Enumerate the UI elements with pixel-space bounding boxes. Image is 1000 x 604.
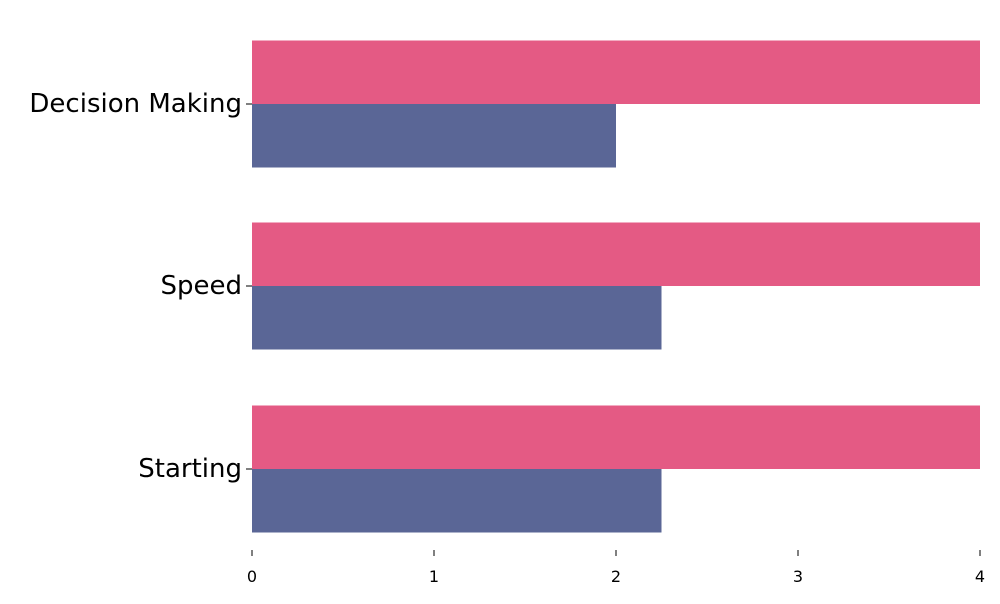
y-axis: Decision Making Speed Starting: [29, 89, 252, 484]
y-tick-label: Starting: [138, 454, 242, 484]
bar-decision-making-series-1: [252, 40, 980, 104]
y-tick-label: Decision Making: [29, 89, 242, 119]
bar-speed-series-2: [252, 286, 662, 350]
x-tick-label: 0: [247, 567, 257, 586]
x-tick-label: 3: [793, 567, 803, 586]
x-tick-label: 4: [975, 567, 985, 586]
bar-decision-making-series-2: [252, 104, 616, 168]
y-tick-label: Speed: [160, 271, 242, 301]
bar-starting-series-1: [252, 405, 980, 469]
x-axis: 0 1 2 3 4: [247, 550, 985, 586]
bar-speed-series-1: [252, 222, 980, 286]
bar-starting-series-2: [252, 469, 662, 533]
x-tick-label: 2: [611, 567, 621, 586]
x-tick-label: 1: [429, 567, 439, 586]
bars-layer: [252, 40, 980, 533]
